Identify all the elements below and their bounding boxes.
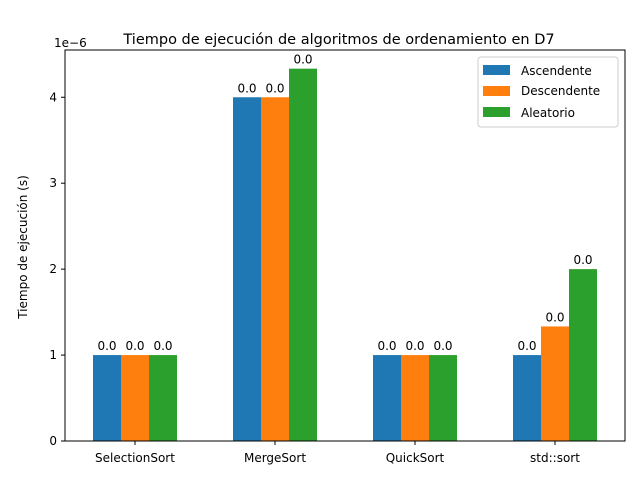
bar-label-descendente-quicksort: 0.0	[405, 339, 424, 353]
legend-label-descendente: Descendente	[521, 84, 600, 98]
y-axis-ticks: 0 1 2 3 4	[49, 90, 65, 448]
legend-label-ascendente: Ascendente	[521, 64, 592, 78]
bar-label-aleatorio-std-sort: 0.0	[573, 253, 592, 267]
x-tick-label-mergesort: MergeSort	[244, 451, 306, 465]
bar-aleatorio-std-sort	[569, 269, 597, 441]
legend-label-aleatorio: Aleatorio	[521, 106, 575, 120]
y-axis-label: Tiempo de ejecución (s)	[16, 175, 30, 320]
bar-label-ascendente-std-sort: 0.0	[517, 339, 536, 353]
bar-aleatorio-quicksort	[429, 355, 457, 441]
chart-title: Tiempo de ejecución de algoritmos de ord…	[122, 32, 554, 48]
bar-label-descendente-std-sort: 0.0	[545, 310, 564, 324]
bar-ascendente-selectionsort	[93, 355, 121, 441]
bar-ascendente-quicksort	[373, 355, 401, 441]
bar-label-aleatorio-mergesort: 0.0	[293, 53, 312, 67]
x-tick-label-quicksort: QuickSort	[386, 451, 445, 465]
legend: Ascendente Descendente Aleatorio	[477, 56, 619, 128]
legend-swatch-ascendente	[483, 65, 510, 75]
x-axis-ticks: SelectionSort MergeSort QuickSort std::sort	[95, 441, 580, 465]
bar-label-descendente-mergesort: 0.0	[265, 81, 284, 95]
bar-aleatorio-selectionsort	[149, 355, 177, 441]
bar-label-aleatorio-quicksort: 0.0	[433, 339, 452, 353]
bar-ascendente-std-sort	[513, 355, 541, 441]
bar-descendente-mergesort	[261, 97, 289, 441]
bar-label-aleatorio-selectionsort: 0.0	[153, 339, 172, 353]
bar-descendente-quicksort	[401, 355, 429, 441]
x-tick-label-std-sort: std::sort	[530, 451, 580, 465]
bar-descendente-std-sort	[541, 326, 569, 441]
y-tick-label: 4	[49, 90, 57, 104]
y-tick-label: 0	[49, 434, 57, 448]
bar-aleatorio-mergesort	[289, 68, 317, 442]
legend-swatch-descendente	[483, 86, 510, 96]
y-tick-label: 3	[49, 176, 57, 190]
bar-label-ascendente-selectionsort: 0.0	[97, 339, 116, 353]
bar-label-ascendente-mergesort: 0.0	[237, 81, 256, 95]
y-tick-label: 1	[49, 348, 57, 362]
plot-frame	[64, 49, 626, 442]
bars-layer	[93, 68, 597, 442]
bar-label-ascendente-quicksort: 0.0	[377, 339, 396, 353]
bar-label-descendente-selectionsort: 0.0	[125, 339, 144, 353]
y-scale-label: 1e−6	[54, 36, 87, 50]
bar-ascendente-mergesort	[233, 97, 261, 441]
legend-frame	[477, 56, 619, 128]
bar-descendente-selectionsort	[121, 355, 149, 441]
legend-swatch-aleatorio	[483, 107, 510, 117]
x-tick-label-selectionsort: SelectionSort	[95, 451, 175, 465]
bar-labels-layer: 0.0 0.0 0.0 0.0 0.0 0.0 0.0 0.0 0.0 0.0 0.0 0.0	[97, 53, 592, 353]
y-tick-label: 2	[49, 262, 57, 276]
